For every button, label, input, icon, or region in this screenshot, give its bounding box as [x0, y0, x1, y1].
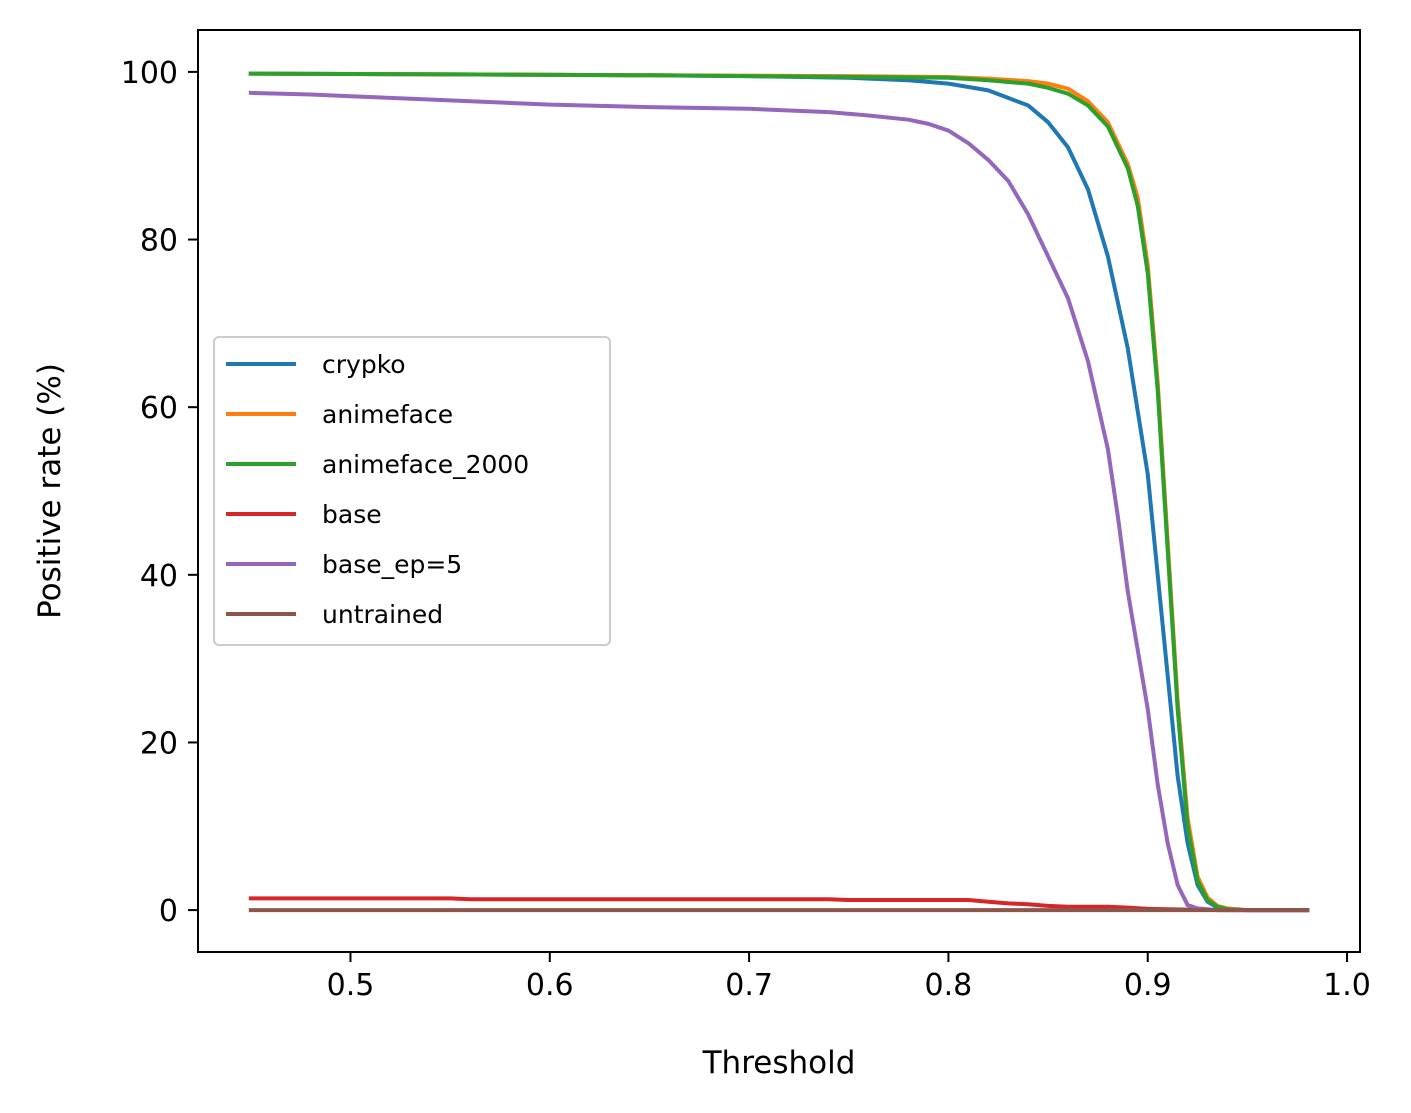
legend-label-base: base — [322, 500, 382, 529]
y-tick-label: 0 — [159, 894, 178, 929]
x-axis-title: Threshold — [702, 1045, 856, 1081]
series-line-base-ep-5 — [248, 90, 1310, 913]
y-tick-label: 20 — [140, 726, 178, 761]
x-axis: 0.5 0.6 0.7 0.8 0.9 1.0 — [327, 952, 1371, 1003]
x-tick-label: 0.7 — [725, 968, 773, 1003]
legend-label-untrained: untrained — [322, 600, 443, 629]
x-tick-label: 1.0 — [1323, 968, 1371, 1003]
legend-label-base-ep-5: base_ep=5 — [322, 550, 462, 579]
y-tick-label: 40 — [140, 559, 178, 594]
y-tick-label: 100 — [121, 56, 178, 91]
legend-box — [213, 336, 611, 646]
plot-frame — [197, 29, 1361, 953]
y-axis: 0 20 40 60 80 100 — [121, 56, 198, 929]
x-tick-label: 0.9 — [1124, 968, 1172, 1003]
legend-label-animeface-2000: animeface_2000 — [322, 450, 529, 479]
series-line-animeface-2000 — [248, 71, 1310, 913]
x-tick-label: 0.6 — [526, 968, 574, 1003]
y-axis-title: Positive rate (%) — [32, 363, 68, 619]
legend-label-animeface: animeface — [322, 400, 453, 429]
legend-label-crypko: crypko — [322, 350, 406, 379]
series-layer — [248, 71, 1310, 913]
x-tick-label: 0.8 — [925, 968, 973, 1003]
y-tick-label: 60 — [140, 391, 178, 426]
y-tick-label: 80 — [140, 224, 178, 259]
x-tick-label: 0.5 — [327, 968, 375, 1003]
